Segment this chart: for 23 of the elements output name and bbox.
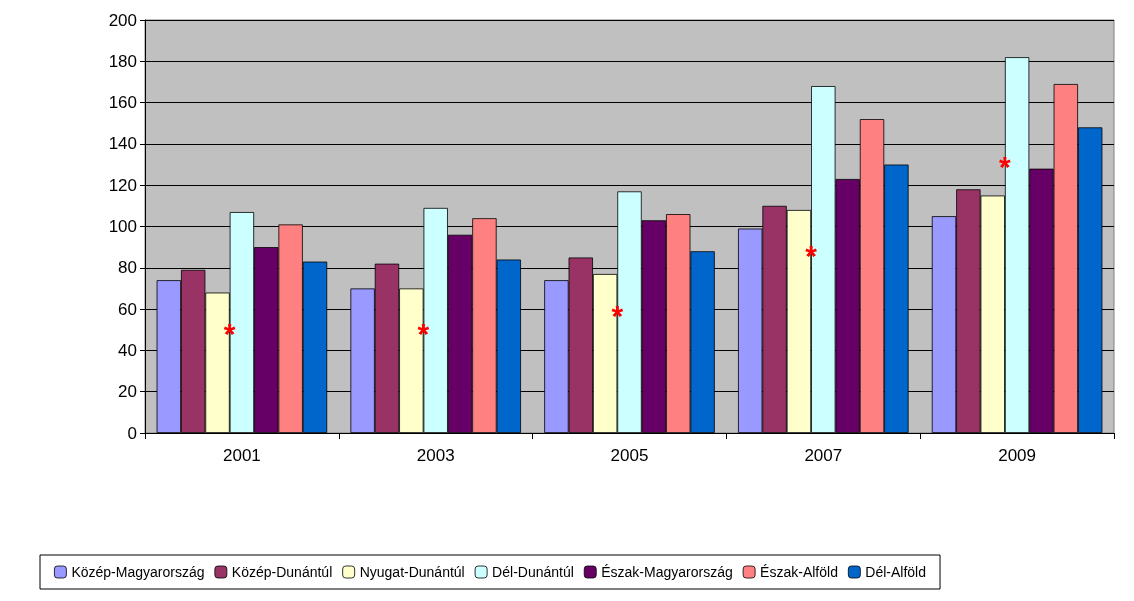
y-tick-label: 0: [127, 423, 137, 443]
legend-label: Dél-Dunántúl: [492, 564, 574, 580]
y-tick-label: 40: [118, 340, 137, 360]
x-tick-label: 2001: [222, 446, 261, 465]
legend-label: Közép-Dunántúl: [231, 564, 333, 580]
y-tick-label: 80: [118, 258, 137, 278]
x-tick-label: 2007: [804, 446, 843, 465]
legend-label: Közép-Magyarország: [71, 564, 205, 580]
y-tick-label: 200: [108, 10, 137, 30]
x-tick-label: 2009: [998, 446, 1037, 465]
y-tick-label: 100: [108, 217, 137, 236]
legend-label: Dél-Alföld: [865, 564, 927, 580]
y-tick-label: 180: [108, 51, 137, 71]
y-tick-label: 20: [118, 382, 137, 402]
legend-label: Észak-Alföld: [760, 564, 838, 580]
legend-label: Észak-Magyarország: [601, 564, 733, 580]
x-tick-label: 2003: [416, 446, 455, 465]
y-tick-label: 160: [108, 93, 137, 113]
y-tick-label: 140: [108, 134, 137, 154]
legend-label: Nyugat-Dunántúl: [359, 564, 465, 580]
y-tick-label: 120: [108, 175, 137, 195]
y-tick-label: 60: [118, 299, 137, 319]
x-tick-label: 2005: [610, 446, 649, 465]
